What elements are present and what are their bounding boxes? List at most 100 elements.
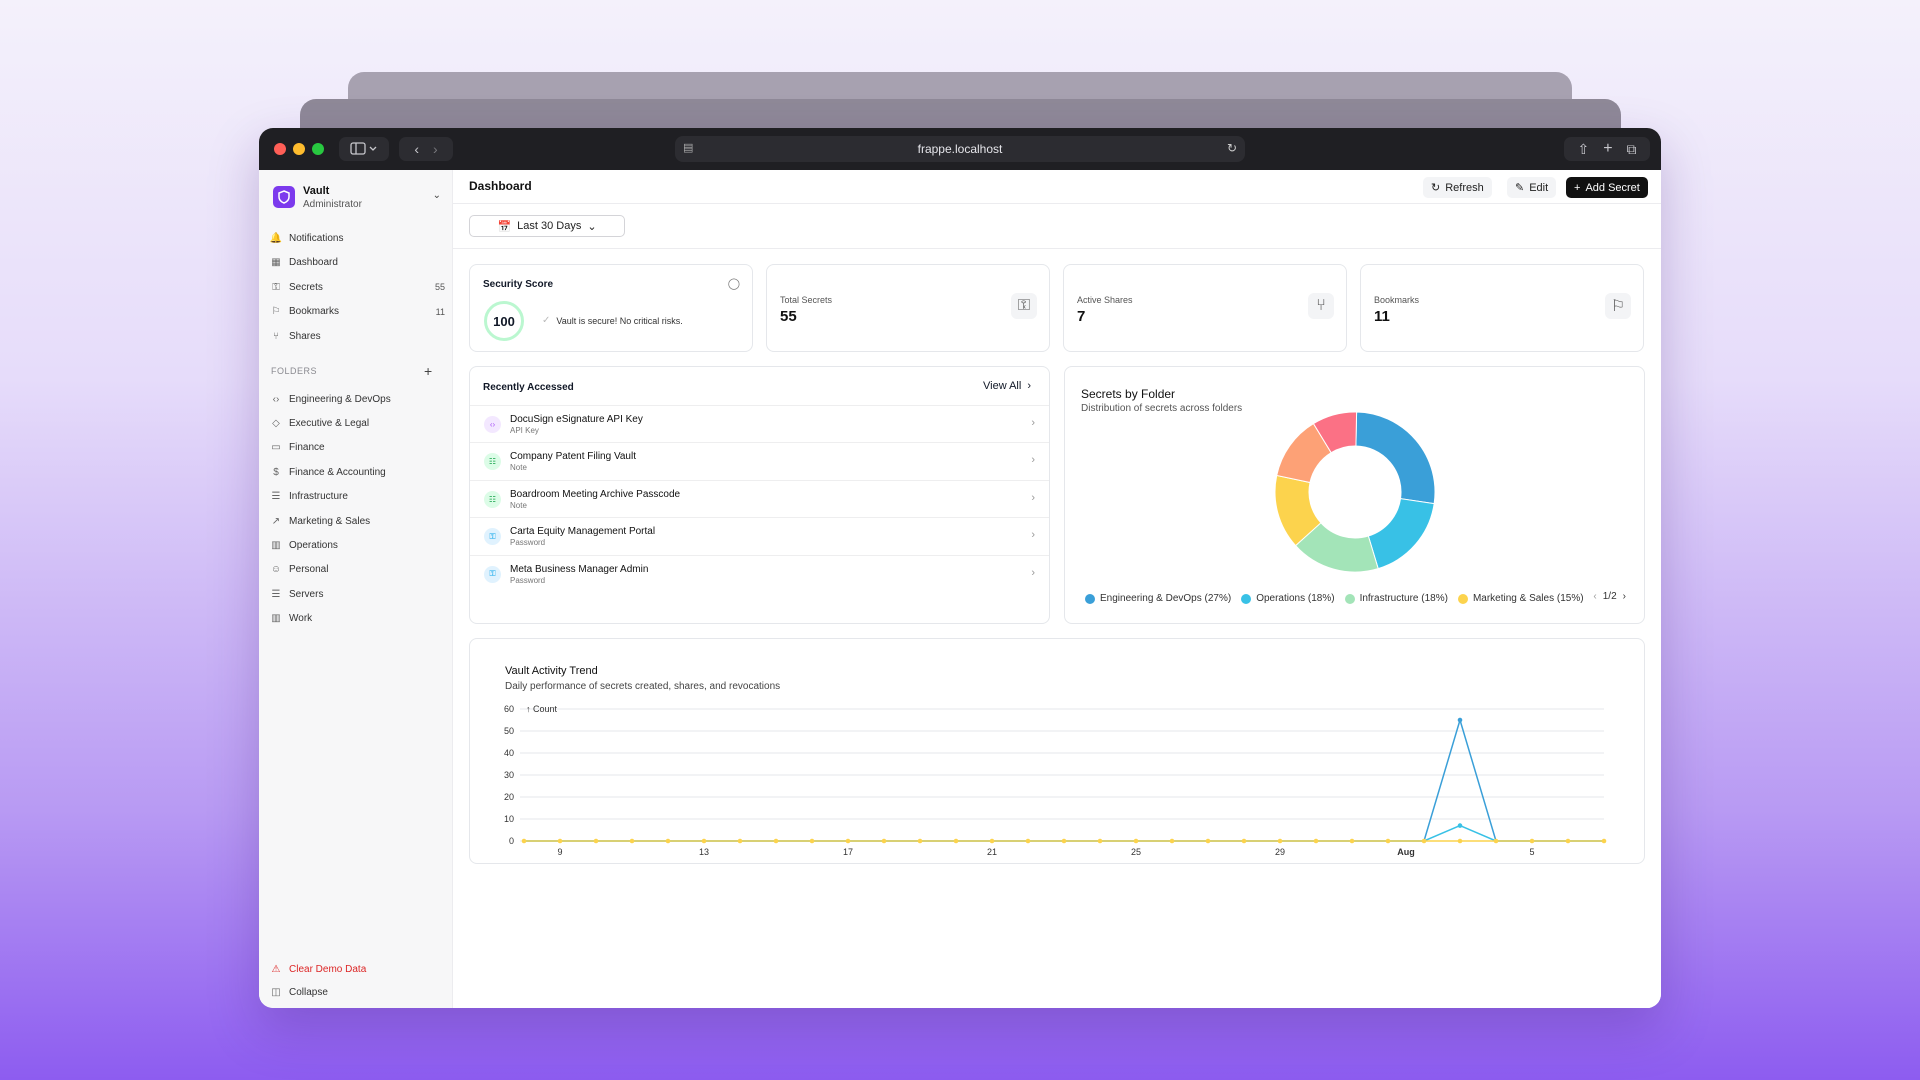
data-point[interactable]: [1565, 838, 1571, 844]
data-point[interactable]: [1457, 823, 1463, 828]
data-point[interactable]: [1385, 838, 1391, 844]
chevron-right-icon[interactable]: ›: [1622, 591, 1626, 602]
new-tab-icon[interactable]: +: [1603, 140, 1613, 157]
page-settings-icon[interactable]: ▤: [683, 142, 694, 154]
folder-item-label: Finance & Accounting: [289, 466, 386, 478]
data-point[interactable]: [629, 838, 635, 844]
data-point[interactable]: [1529, 838, 1535, 844]
donut-slice[interactable]: [1355, 411, 1436, 505]
sidebar-item-bookmarks[interactable]: ⚐ Bookmarks 11: [269, 301, 445, 323]
recent-item[interactable]: ☷ Boardroom Meeting Archive Passcode Not…: [470, 479, 1049, 517]
folder-item-finance[interactable]: ▭ Finance: [269, 437, 445, 459]
recently-accessed-title: Recently Accessed: [483, 382, 574, 393]
data-point[interactable]: [1097, 838, 1103, 844]
edit-button[interactable]: ✎ Edit: [1507, 177, 1557, 198]
sidebar-item-secrets[interactable]: ⚿ Secrets 55: [269, 276, 445, 298]
close-window-button[interactable]: [274, 143, 286, 155]
secrets-by-folder-card: Secrets by Folder Distribution of secret…: [1064, 366, 1645, 624]
data-point[interactable]: [521, 838, 527, 844]
sidebar-item-count: 55: [434, 282, 445, 292]
data-point[interactable]: [845, 838, 851, 844]
data-point[interactable]: [1493, 838, 1499, 844]
back-icon[interactable]: ‹: [414, 141, 419, 157]
legend-page-indicator: 1/2: [1602, 591, 1617, 602]
refresh-button[interactable]: ↻ Refresh: [1423, 177, 1492, 198]
folder-item-work[interactable]: ▥ Work: [269, 608, 445, 630]
data-point[interactable]: [737, 838, 743, 844]
folder-item-executive-legal[interactable]: ◇ Executive & Legal: [269, 412, 445, 434]
folder-item-personal[interactable]: ☺ Personal: [269, 559, 445, 581]
legend-item[interactable]: Operations (18%): [1241, 593, 1335, 604]
minimize-window-button[interactable]: [293, 143, 305, 155]
add-folder-button[interactable]: +: [424, 363, 433, 379]
data-point[interactable]: [1205, 838, 1211, 844]
collapse-sidebar-button[interactable]: ◫ Collapse: [269, 981, 445, 1003]
series-line: [524, 717, 1604, 842]
data-point[interactable]: [917, 838, 923, 844]
sidebar-item-notifications[interactable]: 🔔 Notifications: [269, 227, 445, 249]
share-icon[interactable]: ⇧: [1577, 140, 1590, 157]
folder-item-infrastructure[interactable]: ☰ Infrastructure: [269, 486, 445, 508]
data-point[interactable]: [953, 838, 959, 844]
data-point[interactable]: [1601, 838, 1607, 844]
forward-icon[interactable]: ›: [433, 141, 438, 157]
tabs-overview-icon[interactable]: ⧉: [1626, 140, 1637, 157]
stat-label: Active Shares: [1077, 295, 1133, 305]
date-range-select[interactable]: 📅 Last 30 Days ⌄: [469, 215, 625, 237]
recent-item[interactable]: ⚿ Carta Equity Management Portal Passwor…: [470, 517, 1049, 554]
y-tick-label: 60: [504, 704, 514, 714]
recent-item[interactable]: ‹› DocuSign eSignature API Key API Key ›: [470, 405, 1049, 442]
chevron-right-icon: ›: [1031, 454, 1035, 467]
data-point[interactable]: [1169, 838, 1175, 844]
data-point[interactable]: [1313, 838, 1319, 844]
data-point[interactable]: [1025, 838, 1031, 844]
donut-slice[interactable]: [1312, 411, 1358, 454]
maximize-window-button[interactable]: [312, 143, 324, 155]
data-point[interactable]: [701, 838, 707, 844]
data-point[interactable]: [881, 838, 887, 844]
folder-item-engineering-devops[interactable]: ‹› Engineering & DevOps: [269, 388, 445, 410]
stat-card-active-shares: Active Shares 7 ⑂: [1063, 264, 1347, 352]
stat-value: 11: [1374, 308, 1390, 325]
data-point[interactable]: [557, 838, 563, 844]
donut-slice[interactable]: [1367, 498, 1435, 570]
legend-item[interactable]: Marketing & Sales (15%): [1457, 593, 1584, 604]
legend-item[interactable]: Engineering & DevOps (27%): [1085, 593, 1231, 604]
chevron-left-icon[interactable]: ‹: [1593, 591, 1597, 602]
x-tick-label: 25: [1131, 847, 1141, 857]
data-point[interactable]: [1241, 838, 1247, 844]
sidebar-toggle-button[interactable]: [339, 137, 389, 161]
chevron-down-icon[interactable]: ⌄: [432, 190, 441, 201]
folder-item-operations[interactable]: ▥ Operations: [269, 534, 445, 556]
recent-item[interactable]: ☷ Company Patent Filing Vault Note ›: [470, 442, 1049, 479]
address-bar[interactable]: ▤ frappe.localhost ↻: [675, 136, 1245, 162]
security-status: ✓ Vault is secure! No critical risks.: [542, 315, 683, 326]
data-point[interactable]: [809, 838, 815, 844]
view-all-link[interactable]: View All ›: [983, 380, 1031, 392]
data-point[interactable]: [593, 838, 599, 844]
data-point[interactable]: [773, 838, 779, 844]
sidebar-item-shares[interactable]: ⑂ Shares: [269, 325, 445, 347]
data-point[interactable]: [1061, 838, 1067, 844]
data-point[interactable]: [1133, 838, 1139, 844]
folder-item-finance-accounting[interactable]: $ Finance & Accounting: [269, 461, 445, 483]
data-point[interactable]: [1457, 717, 1463, 723]
workspace-switcher[interactable]: Vault Administrator ⌄: [273, 184, 443, 214]
legend-swatch: [1085, 593, 1095, 604]
folder-item-servers[interactable]: ☰ Servers: [269, 583, 445, 605]
building-icon: ▥: [271, 539, 281, 551]
add-secret-button[interactable]: + Add Secret: [1566, 177, 1648, 198]
data-point[interactable]: [1277, 838, 1283, 844]
legend-item[interactable]: Infrastructure (18%): [1344, 593, 1448, 604]
data-point[interactable]: [1421, 838, 1427, 844]
clear-demo-data-button[interactable]: ⚠ Clear Demo Data: [269, 958, 445, 980]
recent-item[interactable]: ⚿ Meta Business Manager Admin Password ›: [470, 554, 1049, 592]
security-score-value: 100: [493, 313, 515, 329]
data-point[interactable]: [989, 838, 995, 844]
sidebar-item-dashboard[interactable]: ▦ Dashboard: [269, 252, 445, 274]
folder-item-marketing-sales[interactable]: ↗ Marketing & Sales: [269, 510, 445, 532]
reload-icon[interactable]: ↻: [1226, 141, 1237, 155]
data-point[interactable]: [665, 838, 671, 844]
data-point[interactable]: [1457, 838, 1463, 844]
data-point[interactable]: [1349, 838, 1355, 844]
